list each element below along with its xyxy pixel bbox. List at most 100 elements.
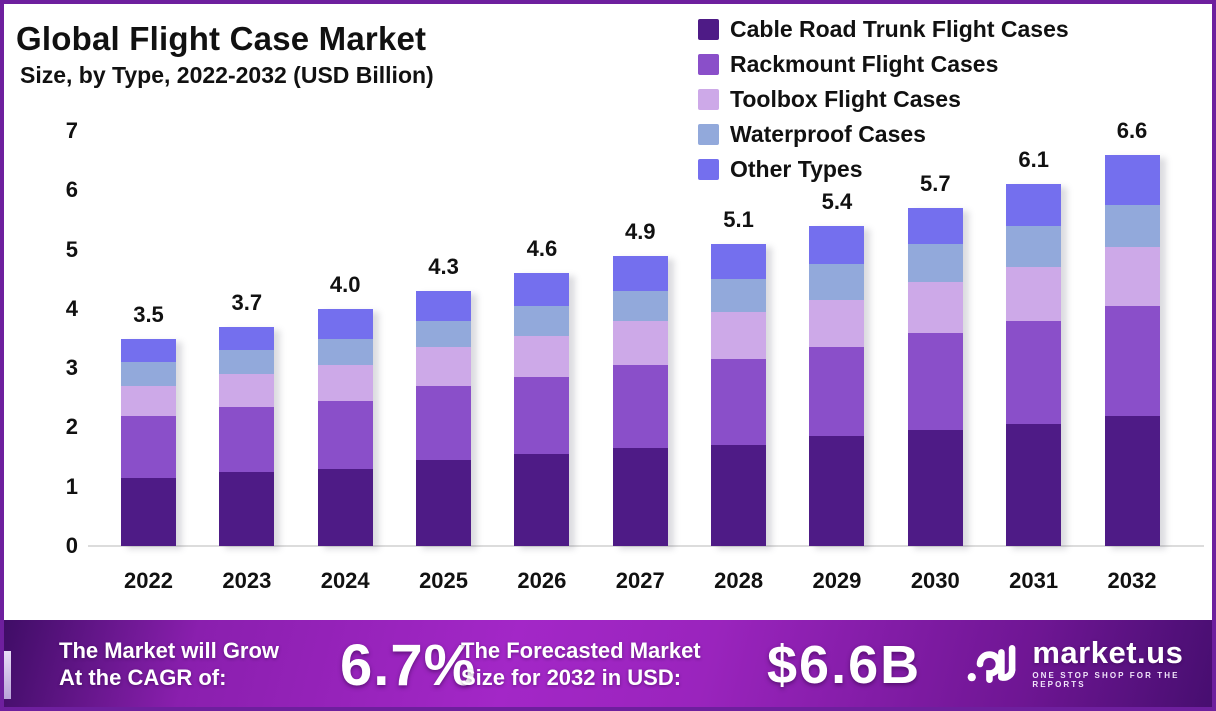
banner-edge-accent [4, 651, 11, 699]
legend-label: Cable Road Trunk Flight Cases [730, 16, 1069, 42]
legend-item: Other Types [698, 152, 1069, 187]
bar-segment [907, 430, 963, 546]
bar-segment [809, 264, 865, 300]
legend-swatch-icon [698, 54, 719, 75]
y-tick-label: 6 [65, 177, 78, 203]
x-tick-label: 2032 [1107, 568, 1157, 593]
bar-segment [907, 282, 963, 333]
bar-segment [907, 243, 963, 283]
bar-segment [711, 279, 767, 312]
bar-segment [1104, 246, 1160, 306]
bar-total-label: 6.6 [1116, 117, 1148, 143]
bar-segment [809, 347, 865, 437]
chart-header: Global Flight Case Market Size, by Type,… [16, 20, 434, 89]
stacked-bar-2032 [1104, 154, 1160, 546]
stacked-bar-2025 [416, 291, 472, 546]
bar-segment [317, 400, 373, 469]
bar-total-label: 5.4 [821, 188, 853, 214]
bar-segment [1006, 184, 1062, 226]
x-tick-label: 2026 [517, 568, 567, 593]
bar-total-label: 4.3 [428, 254, 459, 280]
y-tick-label: 5 [65, 236, 78, 262]
y-tick-label: 3 [65, 355, 78, 381]
stacked-bar-2029 [809, 225, 865, 546]
legend-label: Toolbox Flight Cases [730, 86, 961, 112]
bar-segment [907, 208, 963, 244]
forecast-label-line1: The Forecasted Market [461, 637, 701, 663]
bar-segment [711, 243, 767, 280]
bar-total-label: 4.9 [624, 218, 656, 244]
cagr-label-line2: At the CAGR of: [59, 664, 227, 690]
bar-segment [121, 385, 176, 416]
bar-segment [219, 350, 275, 375]
cagr-label-line1: The Market will Grow [59, 637, 280, 663]
forecast-value: $6.6B [767, 634, 922, 695]
brand-block: market.us ONE STOP SHOP FOR THE REPORTS [966, 636, 1212, 692]
stacked-bar-2023 [219, 326, 275, 546]
stacked-bar-2022 [121, 338, 176, 546]
legend-item: Cable Road Trunk Flight Cases [698, 12, 1069, 47]
bar-segment [1006, 267, 1062, 321]
page-subtitle: Size, by Type, 2022-2032 (USD Billion) [20, 62, 434, 88]
cagr-label: The Market will Grow At the CAGR of: [59, 637, 279, 691]
bar-segment [711, 445, 767, 546]
bar-segment [809, 436, 865, 546]
bar-segment [514, 305, 570, 336]
forecast-label: The Forecasted Market Size for 2032 in U… [461, 637, 701, 691]
x-tick-label: 2025 [419, 568, 469, 593]
stacked-bar-2024 [317, 308, 373, 546]
bar-segment [416, 320, 472, 348]
bar-segment [416, 460, 472, 546]
bar-segment [612, 448, 668, 546]
y-tick-label: 7 [65, 118, 78, 143]
bar-segment [612, 255, 668, 292]
bar-segment [514, 377, 570, 455]
bar-segment [1006, 320, 1062, 425]
bar-segment [1104, 154, 1160, 206]
stacked-bar-2027 [612, 255, 668, 546]
legend-swatch-icon [698, 19, 719, 40]
y-tick-label: 4 [65, 295, 78, 321]
x-tick-label: 2024 [320, 568, 370, 593]
x-tick-label: 2031 [1009, 568, 1059, 593]
y-tick-label: 1 [65, 473, 78, 499]
legend-item: Rackmount Flight Cases [698, 47, 1069, 82]
y-axis: 0 1 2 3 4 5 6 7 [28, 118, 78, 558]
bar-segment [809, 299, 865, 348]
bar-total-label: 4.6 [526, 236, 558, 262]
legend-swatch-icon [698, 89, 719, 110]
bar-segment [121, 362, 176, 386]
bar-segment [121, 477, 176, 546]
bar-segment [1104, 415, 1160, 546]
bar-segment [121, 415, 176, 478]
bar-total-label: 6.1 [1018, 147, 1049, 173]
cagr-value: 6.7% [340, 632, 477, 698]
bar-segment [907, 332, 963, 431]
x-tick-label: 2028 [714, 568, 764, 593]
bar-segment [612, 320, 668, 366]
y-tick-label: 0 [65, 533, 78, 558]
legend-swatch-icon [698, 124, 719, 145]
bar-segment [711, 311, 767, 360]
x-tick-label: 2030 [910, 568, 960, 593]
bar-total-label: 5.7 [920, 171, 951, 197]
bar-total-label: 5.1 [723, 206, 754, 232]
bar-total-label: 4.0 [329, 271, 361, 297]
page-title: Global Flight Case Market [16, 20, 427, 57]
bar-segment [219, 471, 275, 546]
x-tick-label: 2022 [124, 568, 173, 593]
x-tick-label: 2029 [812, 568, 862, 593]
bar-segment [317, 308, 373, 339]
bar-segment [612, 291, 668, 321]
bar-segment [612, 365, 668, 449]
chart-section: Global Flight Case Market Size, by Type,… [4, 4, 1212, 620]
legend-label: Rackmount Flight Cases [730, 51, 999, 77]
y-tick-label: 2 [65, 414, 78, 440]
market-us-swirl-m-icon [967, 644, 1016, 683]
bar-total-label: 3.5 [133, 301, 164, 327]
bar-segment [416, 291, 472, 321]
bar-segment [416, 385, 472, 461]
stacked-bar-2028 [711, 243, 767, 546]
bar-segment [1104, 205, 1160, 247]
